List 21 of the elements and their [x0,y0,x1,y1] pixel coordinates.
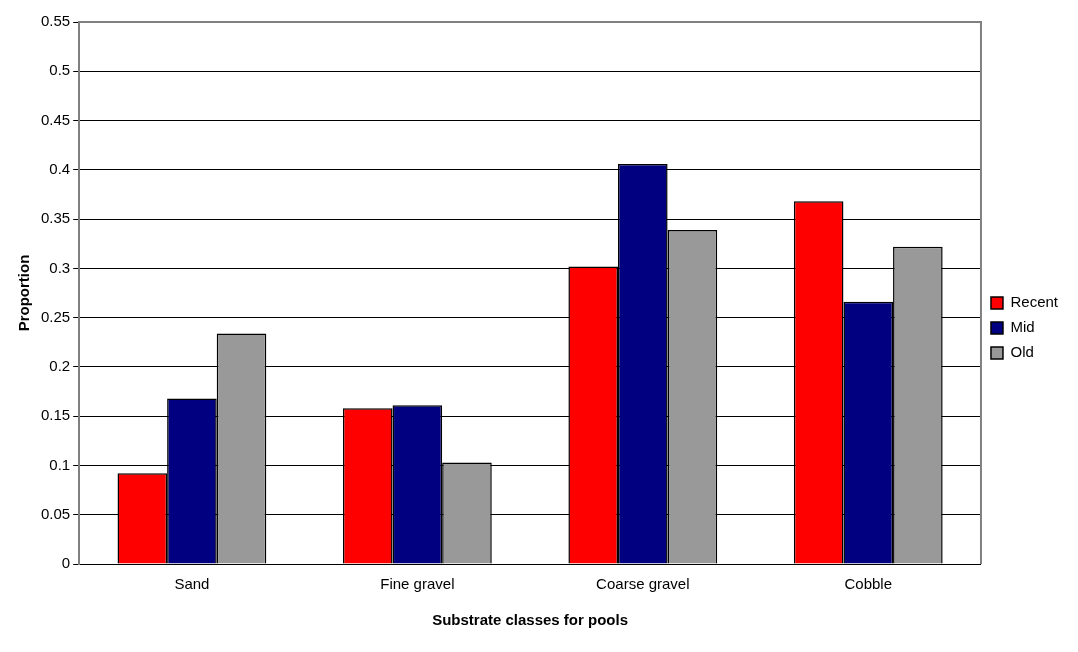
y-tick-label: 0.45 [40,110,71,128]
x-tick-label: Fine gravel [380,575,455,593]
y-tick-label: 0.1 [49,455,71,473]
legend-label: Recent [1010,293,1059,311]
y-tick-label: 0.05 [40,504,71,522]
y-axis-title: Proportion [15,254,33,332]
legend-label: Old [1010,343,1034,361]
x-tick-label: Sand [174,575,210,593]
y-tick-label: 0.3 [49,258,71,276]
y-tick-label: 0.2 [49,357,71,375]
y-tick-label: 0.15 [40,406,71,424]
y-tick-label: 0 [61,554,71,572]
legend-label: Mid [1010,318,1035,336]
y-tick-label: 0.5 [49,61,71,79]
y-tick-label: 0.25 [40,307,71,325]
y-tick-label: 0.35 [40,209,71,227]
y-tick-label: 0.55 [40,12,71,30]
y-tick-label: 0.4 [49,159,71,177]
x-axis-title: Substrate classes for pools [432,611,629,629]
x-tick-label: Coarse gravel [596,575,690,593]
x-tick-label: Cobble [844,575,893,593]
